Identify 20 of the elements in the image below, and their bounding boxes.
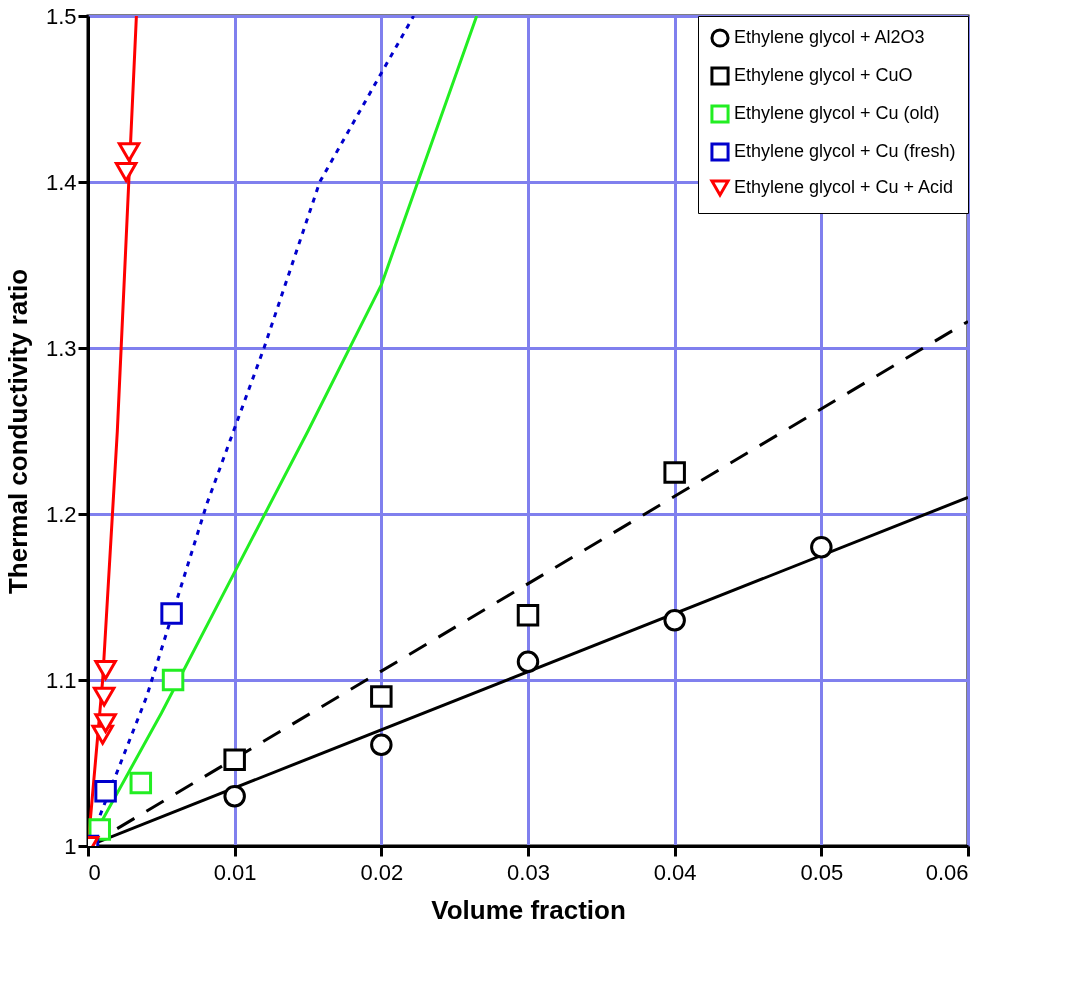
x-tick-label: 0.06	[925, 859, 969, 885]
legend-label: Ethylene glycol + Cu (fresh)	[734, 141, 956, 161]
x-tick-label: 0.03	[507, 859, 550, 885]
y-tick-label: 1.3	[45, 335, 77, 361]
x-tick-label: 0.05	[800, 859, 844, 885]
x-tick-label: 0.02	[360, 859, 404, 885]
y-tick-label: 1.5	[45, 3, 77, 29]
y-axis-title: Thermal conductivity ratio	[2, 268, 33, 595]
y-tick-label: 1	[64, 833, 77, 859]
legend-label: Ethylene glycol + Cu + Acid	[734, 177, 954, 197]
legend-label: Ethylene glycol + Al2O3	[734, 27, 925, 47]
x-axis-title: Volume fraction	[431, 894, 626, 925]
legend-label: Ethylene glycol + Cu (old)	[734, 103, 940, 123]
y-tick-label: 1.2	[45, 501, 77, 527]
legend-label: Ethylene glycol + CuO	[734, 65, 913, 85]
x-tick-label: 0.01	[213, 859, 257, 885]
y-tick-label: 1.1	[45, 667, 77, 693]
x-tick-label: 0.04	[653, 859, 697, 885]
x-tick-label: 0	[88, 859, 101, 885]
y-tick-label: 1.4	[45, 169, 77, 195]
